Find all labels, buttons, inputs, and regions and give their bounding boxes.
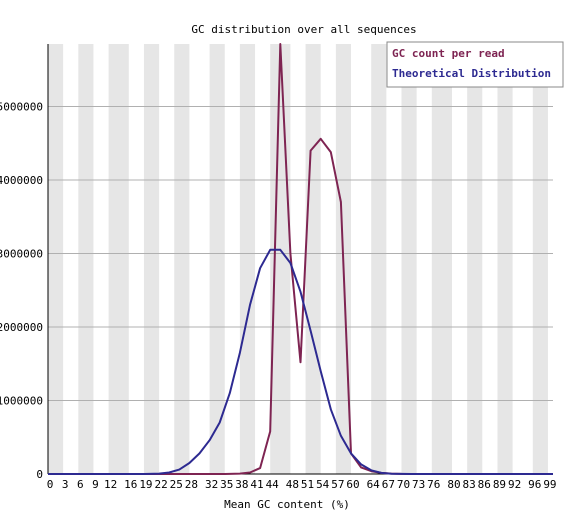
x-tick-label: 70 [397, 478, 410, 491]
grid-band [401, 44, 417, 474]
x-tick-label: 28 [185, 478, 198, 491]
y-tick-label: 4000000 [0, 174, 43, 187]
x-tick-label: 19 [139, 478, 152, 491]
grid-band [371, 44, 387, 474]
x-tick-label: 83 [463, 478, 476, 491]
series-lines [48, 43, 553, 475]
y-tick-label: 5000000 [0, 100, 43, 113]
y-tick-label: 3000000 [0, 247, 43, 260]
horizontal-gridlines [48, 105, 553, 401]
x-axis-label: Mean GC content (%) [224, 498, 350, 510]
x-tick-label: 41 [250, 478, 263, 491]
x-tick-label: 6 [77, 478, 84, 491]
grid-band [467, 44, 483, 474]
x-tick-label: 57 [331, 478, 344, 491]
x-tick-label: 32 [205, 478, 218, 491]
y-tick-label: 2000000 [0, 321, 43, 334]
grid-band [143, 44, 160, 474]
x-tick-label: 96 [528, 478, 541, 491]
x-tick-label: 89 [493, 478, 506, 491]
grid-band [497, 44, 513, 474]
grid-band [209, 44, 225, 474]
x-tick-label: 48 [286, 478, 299, 491]
x-tick-label: 99 [543, 478, 556, 491]
grid-band [305, 44, 321, 474]
x-tick-label: 22 [154, 478, 167, 491]
series-line-theoretical [48, 248, 553, 475]
x-tick-label: 44 [266, 478, 280, 491]
x-tick-label: 67 [382, 478, 395, 491]
legend-entry-gc-count: GC count per read [392, 47, 505, 60]
y-tick-labels: 0 1000000 2000000 3000000 4000000 5000000 [0, 100, 43, 481]
x-tick-label: 80 [447, 478, 460, 491]
legend-entry-theoretical: Theoretical Distribution [392, 67, 551, 80]
x-tick-label: 25 [170, 478, 183, 491]
x-tick-label: 12 [104, 478, 117, 491]
legend: GC count per read Theoretical Distributi… [386, 41, 564, 88]
grid-band [239, 44, 256, 474]
x-tick-label: 35 [220, 478, 233, 491]
grid-band [532, 44, 548, 474]
x-tick-label: 86 [478, 478, 491, 491]
grid-band [431, 44, 452, 474]
x-tick-label: 73 [412, 478, 425, 491]
y-tick-label: 0 [36, 468, 43, 481]
x-tick-label: 60 [346, 478, 359, 491]
chart-title: GC distribution over all sequences [191, 23, 416, 36]
grid-bands [48, 44, 548, 474]
grid-band [174, 44, 190, 474]
y-tick-label: 1000000 [0, 394, 43, 407]
x-tick-label: 38 [235, 478, 248, 491]
x-tick-label: 54 [316, 478, 330, 491]
x-tick-label: 64 [367, 478, 381, 491]
x-tick-label: 16 [124, 478, 137, 491]
x-tick-label: 3 [62, 478, 69, 491]
grid-band [108, 44, 129, 474]
x-tick-label: 0 [47, 478, 54, 491]
x-tick-label: 51 [301, 478, 314, 491]
grid-band [78, 44, 94, 474]
legend-box [386, 41, 564, 88]
x-tick-label: 76 [427, 478, 440, 491]
x-tick-label: 92 [508, 478, 521, 491]
x-tick-labels: 0 3 6 9 12 16 19 22 25 28 32 35 38 41 44 48 51 54 57 60 64 67… [47, 478, 557, 491]
x-tick-label: 9 [92, 478, 99, 491]
grid-band [48, 44, 64, 474]
